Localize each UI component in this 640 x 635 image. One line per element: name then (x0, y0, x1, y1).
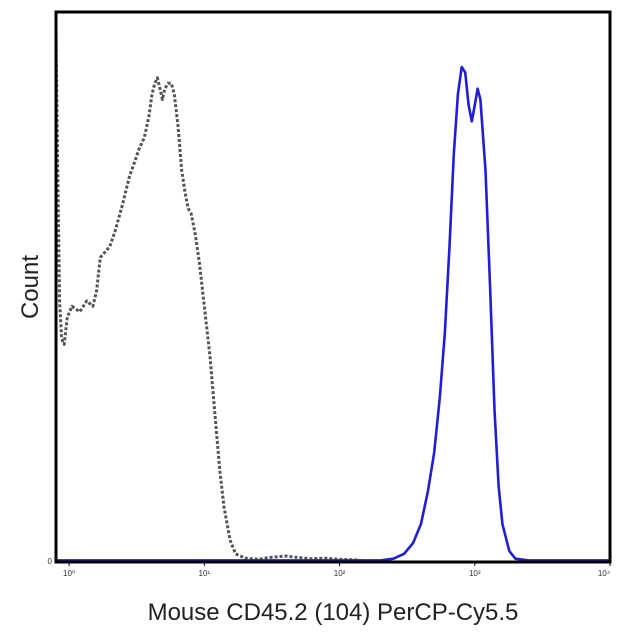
plot-frame (54, 10, 612, 564)
histogram-series-2-line (56, 65, 610, 562)
x-axis-label: Mouse CD45.2 (104) PerCP-Cy5.5 (148, 599, 519, 626)
y-axis-label: Count (17, 255, 44, 319)
x-tick-label: 10² (334, 569, 346, 578)
x-tick-label: 10¹ (199, 569, 211, 578)
series-layer (54, 34, 610, 563)
x-tick-label: 10³ (469, 569, 481, 578)
x-tick-label: 10⁴ (598, 569, 611, 578)
x-axis-ticks: 10⁰ 10¹ 10² 10³ 10⁴ (63, 562, 611, 578)
y-tick-label: 0 (48, 557, 53, 566)
histogram-series-1-line (54, 34, 364, 563)
y-axis-ticks: 0 (48, 557, 53, 566)
x-tick-label: 10⁰ (63, 569, 75, 578)
